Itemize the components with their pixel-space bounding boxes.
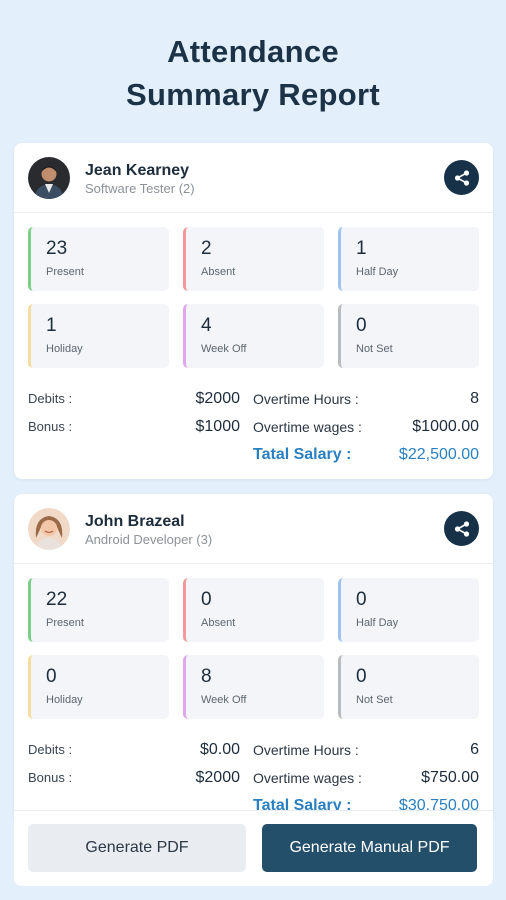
debits-label: Debits : <box>28 391 73 406</box>
stat-label: Holiday <box>46 343 83 355</box>
stat-half-day: 0 Half Day <box>338 578 479 642</box>
stat-value: 0 <box>356 666 367 687</box>
debits-value: $2000 <box>195 390 241 407</box>
total-salary-value: $30,750.00 <box>398 797 479 814</box>
stat-label: Absent <box>201 266 236 278</box>
generate-pdf-button[interactable]: Generate PDF <box>28 824 246 872</box>
share-button[interactable] <box>444 511 479 546</box>
attendance-stats: 23 Present 2 Absent 1 Half Day 1 Holiday… <box>28 227 479 368</box>
stat-value: 0 <box>356 315 367 336</box>
share-icon <box>454 520 469 537</box>
stat-half-day: 1 Half Day <box>338 227 479 291</box>
stat-present: 23 Present <box>28 227 169 291</box>
stat-value: 4 <box>201 315 212 336</box>
employee-role: Android Developer (3) <box>85 532 213 547</box>
stat-label: Week Off <box>201 343 247 355</box>
stat-label: Not Set <box>356 694 393 706</box>
overtime-wages-label: Overtime wages : <box>253 419 362 435</box>
employee-name: Jean Kearney <box>85 162 190 179</box>
stat-value: 23 <box>46 238 68 259</box>
bonus-value: $1000 <box>195 418 241 435</box>
bonus-label: Bonus : <box>28 419 73 434</box>
action-bar: Generate PDF Generate Manual PDF <box>14 810 493 886</box>
overtime-wages-value: $750.00 <box>421 769 479 786</box>
stat-absent: 0 Absent <box>183 578 324 642</box>
stat-week-off: 4 Week Off <box>183 304 324 368</box>
bonus-value: $2000 <box>195 769 241 786</box>
overtime-wages-label: Overtime wages : <box>253 770 362 786</box>
total-salary-label: Tatal Salary : <box>253 797 352 814</box>
share-icon <box>454 169 469 186</box>
overtime-hours-value: 6 <box>470 741 479 758</box>
stat-value: 8 <box>201 666 212 687</box>
employee-name: John Brazeal <box>85 513 185 530</box>
stat-label: Present <box>46 617 84 629</box>
employee-card-header: John Brazeal Android Developer (3) <box>14 494 493 564</box>
stat-week-off: 8 Week Off <box>183 655 324 719</box>
total-salary-value: $22,500.00 <box>398 446 479 463</box>
stat-present: 22 Present <box>28 578 169 642</box>
debits-label: Debits : <box>28 742 73 757</box>
stat-label: Half Day <box>356 617 399 629</box>
stat-value: 1 <box>356 238 367 259</box>
stat-value: 1 <box>46 315 57 336</box>
stat-value: 0 <box>201 589 212 610</box>
overtime-hours-label: Overtime Hours : <box>253 742 359 758</box>
avatar <box>28 157 70 199</box>
stat-label: Absent <box>201 617 236 629</box>
generate-manual-pdf-button[interactable]: Generate Manual PDF <box>262 824 477 872</box>
overtime-wages-value: $1000.00 <box>412 418 479 435</box>
stat-label: Holiday <box>46 694 83 706</box>
stat-label: Week Off <box>201 694 247 706</box>
employee-card: Jean Kearney Software Tester (2) 23 Pres… <box>14 143 493 479</box>
stat-label: Half Day <box>356 266 399 278</box>
page-title: Attendance Summary Report <box>0 30 506 116</box>
stat-label: Not Set <box>356 343 393 355</box>
stat-holiday: 0 Holiday <box>28 655 169 719</box>
stat-not-set: 0 Not Set <box>338 655 479 719</box>
employee-card: John Brazeal Android Developer (3) 22 Pr… <box>14 494 493 824</box>
stat-value: 22 <box>46 589 68 610</box>
bonus-label: Bonus : <box>28 770 73 785</box>
stat-not-set: 0 Not Set <box>338 304 479 368</box>
employee-card-header: Jean Kearney Software Tester (2) <box>14 143 493 213</box>
stat-value: 0 <box>356 589 367 610</box>
overtime-hours-value: 8 <box>470 390 479 407</box>
salary-details: Debits : $2000 Bonus : $1000 Overtime Ho… <box>28 387 479 467</box>
stat-value: 2 <box>201 238 212 259</box>
overtime-hours-label: Overtime Hours : <box>253 391 359 407</box>
avatar <box>28 508 70 550</box>
stat-label: Present <box>46 266 84 278</box>
stat-absent: 2 Absent <box>183 227 324 291</box>
page-title-line-2: Summary Report <box>126 77 380 112</box>
stat-value: 0 <box>46 666 57 687</box>
attendance-stats: 22 Present 0 Absent 0 Half Day 0 Holiday… <box>28 578 479 719</box>
salary-details: Debits : $0.00 Bonus : $2000 Overtime Ho… <box>28 738 479 818</box>
page-title-line-1: Attendance <box>167 34 339 69</box>
employee-role: Software Tester (2) <box>85 181 195 196</box>
debits-value: $0.00 <box>199 741 240 758</box>
stat-holiday: 1 Holiday <box>28 304 169 368</box>
share-button[interactable] <box>444 160 479 195</box>
total-salary-label: Tatal Salary : <box>253 446 352 463</box>
